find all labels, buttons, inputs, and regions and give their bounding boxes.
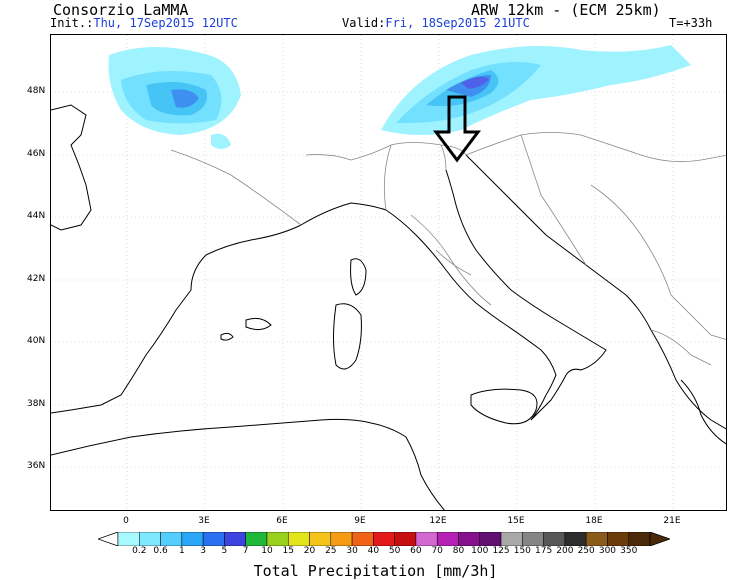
- legend-value-label: 30: [346, 546, 358, 556]
- legend-value-label: 50: [388, 546, 401, 556]
- lon-label: 9E: [354, 516, 366, 526]
- init-value: Thu, 17Sep2015 12UTC: [93, 16, 238, 30]
- legend-value-label: 0.6: [153, 546, 168, 556]
- lon-label: 6E: [276, 516, 288, 526]
- legend-value-label: 60: [410, 546, 422, 556]
- legend-value-label: 350: [620, 546, 638, 556]
- legend-value-label: 125: [492, 546, 510, 556]
- coastlines: [51, 104, 726, 510]
- legend-swatch: [224, 532, 246, 546]
- legend-value-label: 10: [261, 546, 273, 556]
- legend-under-triangle: [98, 532, 119, 546]
- legend-swatch: [394, 532, 417, 546]
- down-arrow-marker: [433, 95, 481, 163]
- lat-label: 38N: [27, 399, 46, 409]
- legend-value-label: 15: [282, 546, 294, 556]
- legend-value-label: 100: [471, 546, 489, 556]
- legend-swatch: [436, 532, 459, 546]
- init-line: Init.:Thu, 17Sep2015 12UTC: [50, 17, 238, 30]
- legend-swatch: [628, 532, 651, 546]
- lon-label: 15E: [507, 516, 525, 526]
- legend-swatch: [330, 532, 353, 546]
- init-label: Init.:: [50, 16, 94, 30]
- lon-label: 3E: [198, 516, 210, 526]
- legend-swatch: [117, 532, 140, 546]
- legend-swatch: [415, 532, 438, 546]
- legend-swatch: [181, 532, 204, 546]
- precipitation-map: [50, 34, 727, 511]
- valid-value: Fri, 18Sep2015 21UTC: [385, 16, 530, 30]
- graticule: [51, 35, 726, 510]
- precip-area-france: [108, 46, 241, 149]
- lat-label: 48N: [27, 86, 46, 96]
- lon-label: 18E: [585, 516, 603, 526]
- legend-swatch: [585, 532, 608, 546]
- lat-label: 36N: [27, 461, 46, 471]
- legend-value-label: 250: [577, 546, 595, 556]
- legend-swatch: [373, 532, 395, 546]
- legend-over-triangle: [649, 532, 670, 546]
- legend-swatch: [139, 532, 161, 546]
- legend-value-label: 25: [325, 546, 337, 556]
- legend-value-label: 175: [535, 546, 553, 556]
- map-canvas: [51, 35, 726, 510]
- legend-colorbar: [98, 532, 670, 546]
- legend-value-label: 70: [431, 546, 443, 556]
- legend-value-label: 150: [513, 546, 531, 556]
- valid-line: Valid:Fri, 18Sep2015 21UTC: [342, 17, 530, 30]
- legend-value-label: 80: [452, 546, 465, 556]
- legend-value-label: 20: [303, 546, 316, 556]
- lon-label: 12E: [429, 516, 447, 526]
- lat-label: 42N: [27, 274, 46, 284]
- country-borders: [170, 132, 726, 366]
- legend-swatch: [309, 532, 332, 546]
- lon-label: 0: [123, 516, 129, 526]
- lon-label: 21E: [663, 516, 681, 526]
- legend-swatch: [351, 532, 374, 546]
- legend-swatch: [458, 532, 481, 546]
- legend-swatch: [160, 532, 183, 546]
- lat-label: 40N: [27, 336, 46, 346]
- legend-value-label: 0.2: [132, 546, 147, 556]
- precip-area-alps: [381, 45, 691, 135]
- legend-swatch: [522, 532, 544, 546]
- legend-swatch: [245, 532, 268, 546]
- legend-swatch: [479, 532, 502, 546]
- valid-label: Valid:: [342, 16, 386, 30]
- legend-swatch: [607, 532, 629, 546]
- legend-swatch: [543, 532, 566, 546]
- legend-swatch: [564, 532, 587, 546]
- org-title: Consorzio LaMMA: [53, 1, 189, 19]
- legend-title: Total Precipitation [mm/3h]: [253, 562, 498, 580]
- legend-swatch: [202, 532, 225, 546]
- legend-value-label: 1: [178, 546, 185, 556]
- legend-value-label: 200: [556, 546, 574, 556]
- lat-label: 44N: [27, 211, 46, 221]
- legend-value-label: 5: [221, 546, 228, 556]
- lat-label: 46N: [27, 149, 46, 159]
- legend-value-label: 40: [367, 546, 380, 556]
- legend-swatch: [266, 532, 289, 546]
- lead-time: T=+33h: [669, 16, 713, 30]
- model-title: ARW 12km - (ECM 25km): [471, 1, 661, 19]
- legend-value-label: 3: [200, 546, 206, 556]
- legend-value-label: 300: [598, 546, 617, 556]
- legend-value-label: 7: [242, 546, 249, 556]
- legend-swatch: [500, 532, 523, 546]
- legend-swatch: [287, 532, 310, 546]
